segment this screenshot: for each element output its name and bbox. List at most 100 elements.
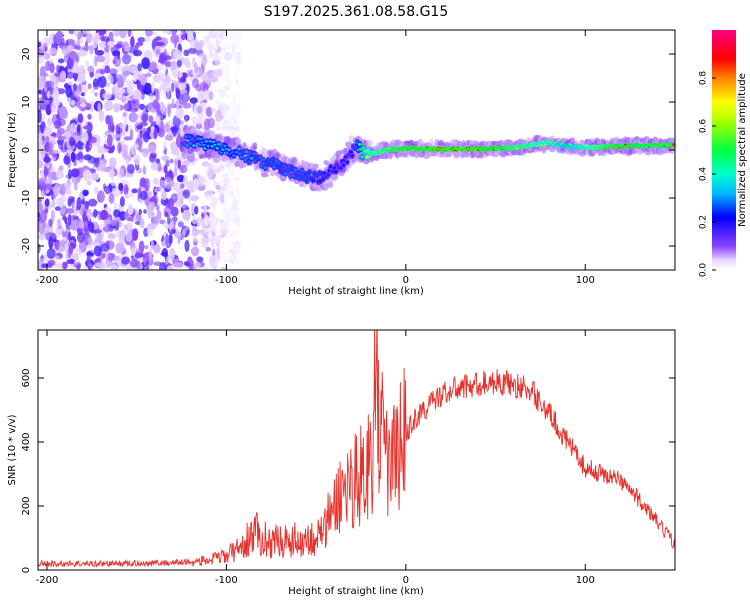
- spectrum-speckle: [111, 125, 115, 133]
- spectrum-speckle: [96, 32, 100, 41]
- spectrum-speckle: [149, 94, 157, 102]
- spectrum-speckle: [190, 195, 199, 202]
- spectrum-speckle: [179, 164, 188, 174]
- spectrum-speckle: [57, 224, 62, 230]
- spectrum-speckle: [107, 255, 114, 262]
- spectrum-speckle: [69, 51, 78, 60]
- spectrum-speckle: [80, 92, 85, 97]
- spectrum-speckle: [220, 241, 225, 250]
- spectrum-speckle: [234, 176, 240, 181]
- spectrum-speckle: [192, 116, 196, 126]
- spectrum-speckle: [59, 70, 67, 81]
- spectrum-speckle: [104, 65, 110, 74]
- spectrum-speckle: [219, 30, 225, 41]
- spectrum-speckle: [156, 105, 160, 119]
- spectrum-speckle: [123, 136, 132, 141]
- spectrum-speckle: [187, 31, 194, 41]
- spectrum-speckle: [38, 41, 42, 48]
- spectrum-speckle: [175, 107, 184, 119]
- spectrum-speckle: [73, 61, 79, 74]
- spectrum-speckle: [151, 212, 155, 217]
- spectrum-speckle: [70, 219, 80, 231]
- spectrum-speckle: [111, 187, 121, 198]
- spectrum-speckle: [115, 43, 123, 49]
- spectrum-speckle: [103, 131, 109, 139]
- ridge-halo: [270, 169, 276, 177]
- spectrum-speckle: [177, 236, 181, 244]
- spectrum-speckle: [169, 158, 174, 164]
- spectrum-speckle: [51, 199, 56, 208]
- spectrum-speckle: [142, 147, 149, 158]
- y-tick-label: 200: [21, 496, 32, 515]
- spectrum-speckle: [166, 215, 171, 225]
- spectrum-speckle: [205, 246, 211, 252]
- spectrum-speckle: [119, 30, 127, 39]
- spectrum-speckle: [57, 136, 66, 141]
- spectrum-speckle: [48, 218, 53, 227]
- spectrum-speckle: [80, 103, 87, 108]
- chart-title: S197.2025.361.08.58.G15: [264, 4, 449, 20]
- spectrum-speckle: [77, 220, 84, 229]
- spectrum-speckle: [134, 252, 142, 259]
- spectrum-speckle: [38, 52, 41, 60]
- spectrum-speckle: [154, 187, 158, 193]
- spectrum-speckle: [183, 261, 190, 266]
- spectrum-speckle: [208, 90, 214, 101]
- spectrum-speckle: [63, 155, 71, 165]
- spectrum-speckle: [39, 222, 44, 233]
- spectrum-speckle: [85, 32, 93, 44]
- spectrum-speckle: [87, 65, 95, 73]
- spectrum-speckle: [208, 238, 213, 243]
- spectrum-speckle: [233, 90, 237, 101]
- spectrum-speckle: [124, 46, 130, 52]
- spectrum-speckle: [120, 144, 129, 153]
- spectrum-speckle: [226, 79, 233, 88]
- spectrum-speckle: [143, 131, 150, 143]
- spectrum-speckle: [132, 228, 139, 241]
- spectrum-speckle: [132, 150, 137, 157]
- spectrum-speckle: [58, 241, 65, 253]
- spectrum-speckle: [231, 102, 236, 113]
- spectrum-speckle: [123, 70, 130, 76]
- spectrum-speckle: [164, 179, 168, 187]
- spectrum-speckle: [133, 89, 142, 103]
- spectrum-speckle: [72, 83, 78, 92]
- spectrum-speckle: [235, 79, 239, 85]
- spectrum-speckle: [106, 134, 113, 147]
- ridge-halo: [365, 139, 374, 148]
- spectrum-speckle: [184, 114, 189, 123]
- spectrum-speckle: [160, 102, 165, 115]
- spectrum-speckle: [167, 104, 171, 117]
- colorbar-tick-label: 0.4: [699, 167, 709, 182]
- spectrum-speckle: [75, 247, 82, 256]
- ridge-point: [345, 160, 350, 164]
- spectrum-speckle: [127, 30, 132, 37]
- spectrum-speckle: [113, 102, 121, 113]
- spectrum-speckle: [94, 262, 102, 268]
- spectrum-speckle: [38, 138, 45, 152]
- spectrum-speckle: [165, 233, 170, 246]
- spectrum-speckle: [43, 129, 51, 136]
- spectrum-speckle: [153, 215, 160, 227]
- spectrum-speckle: [123, 211, 130, 220]
- ridge-point: [204, 139, 209, 143]
- spectrum-speckle: [161, 190, 167, 201]
- spectrum-speckle: [153, 261, 162, 267]
- spectrum-speckle: [76, 231, 85, 243]
- spectrum-speckle: [176, 59, 182, 68]
- spectrum-speckle: [128, 112, 138, 123]
- spectrum-speckle: [43, 52, 51, 60]
- spectrum-speckle: [97, 145, 106, 154]
- y-tick-label: 400: [21, 432, 32, 451]
- spectrum-speckle: [73, 183, 78, 191]
- spectrum-speckle: [93, 73, 103, 78]
- spectrum-speckle: [158, 64, 163, 71]
- spectrum-speckle: [39, 65, 47, 78]
- spectrum-speckle: [45, 141, 50, 153]
- spectrum-speckle: [123, 184, 129, 196]
- spectrum-speckle: [82, 30, 91, 34]
- ridge-point: [244, 150, 249, 154]
- spectrum-speckle: [38, 197, 42, 204]
- spectrum-speckle: [144, 178, 150, 192]
- spectrum-speckle: [88, 136, 97, 144]
